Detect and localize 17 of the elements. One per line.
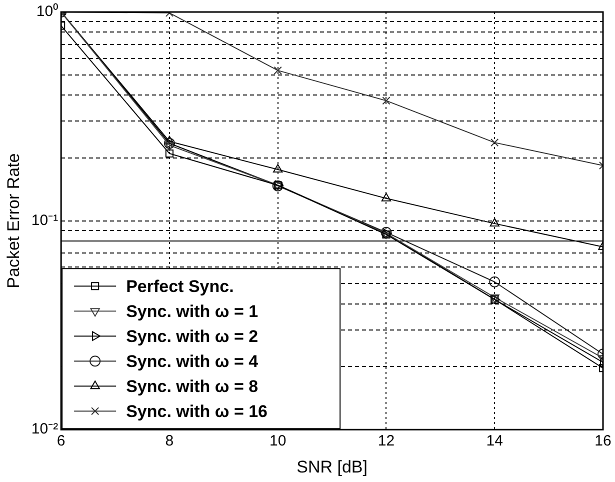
legend-label: Sync. with ω = 16 [126, 402, 268, 421]
y-axis-title: Packet Error Rate [4, 153, 23, 288]
x-tick-label: 16 [594, 432, 612, 450]
x-tick-label: 12 [378, 432, 395, 450]
legend-label: Sync. with ω = 8 [126, 376, 258, 396]
legend-label: Sync. with ω = 2 [126, 326, 258, 346]
y-tick-label: 10⁻² [31, 420, 58, 438]
x-tick-label: 10 [270, 432, 286, 450]
y-tick-label: 10⁰ [36, 3, 58, 20]
y-tick-label: 10⁻¹ [31, 212, 58, 229]
x-tick-label: 6 [56, 432, 66, 450]
x-axis-title: SNR [dB] [296, 457, 368, 476]
x-tick-label: 8 [165, 432, 174, 450]
legend-label: Sync. with ω = 1 [126, 302, 258, 321]
x-tick-label: 14 [486, 432, 503, 450]
legend-label: Perfect Sync. [126, 276, 234, 296]
legend-label: Sync. with ω = 4 [126, 352, 259, 371]
